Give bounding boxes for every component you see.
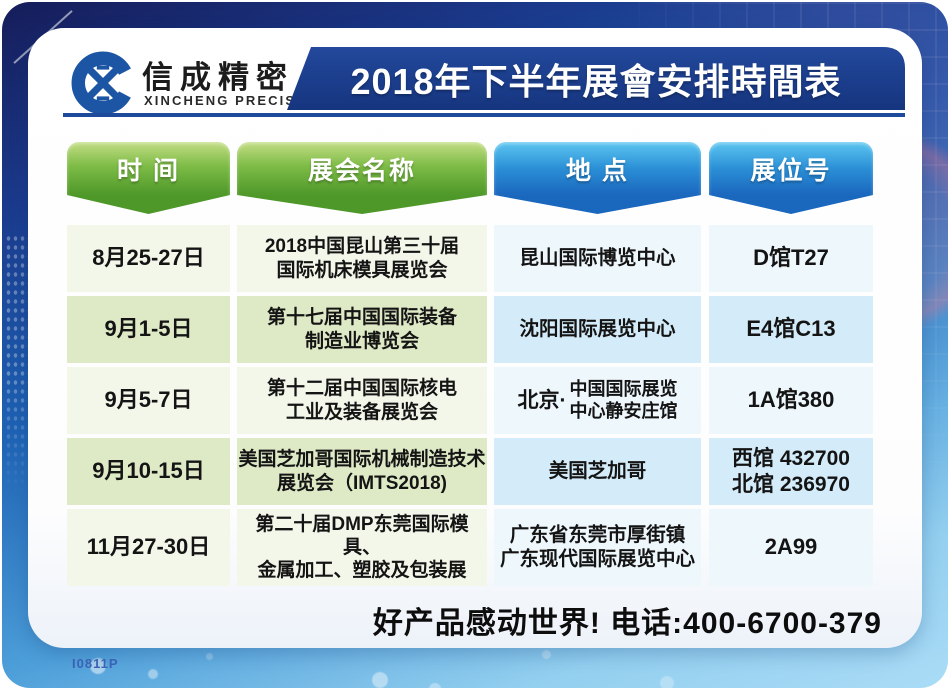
table-cell-time: 9月10-15日: [67, 438, 230, 505]
table-cell-booth: 西馆 432700 北馆 236970: [709, 438, 873, 505]
bokeh-circle: [372, 672, 388, 688]
column-header-label: 展会名称: [307, 156, 416, 185]
column-header-exhibition-name: 展会名称: [237, 142, 487, 214]
table-cell-location: 美国芝加哥: [494, 438, 701, 505]
title-banner: 2018年下半年展會安排時間表: [287, 47, 905, 110]
bokeh-circle: [206, 653, 213, 660]
table-cell-name: 2018中国昆山第三十届 国际机床模具展览会: [237, 225, 487, 292]
location-city: 北京·: [517, 388, 567, 412]
brand-name: 信成精密: [142, 60, 294, 95]
table-cell-name: 第十二届中国国际核电 工业及装备展览会: [237, 367, 487, 434]
slogan-and-phone: 好产品感动世界! 电话:400-6700-379: [372, 607, 882, 640]
table-cell-booth: 1A馆380: [709, 367, 873, 434]
location-venue: 中国国际展览 中心静安庄馆: [569, 378, 678, 421]
column-header-label: 时 间: [117, 156, 180, 185]
table-cell-time: 9月1-5日: [67, 296, 230, 363]
table-cell-location: 广东省东莞市厚街镇 广东现代国际展览中心: [494, 509, 701, 586]
brand-logo-icon: [71, 51, 135, 115]
table-cell-name: 美国芝加哥国际机械制造技术 展览会（IMTS2018): [237, 438, 487, 505]
column-header-time: 时 间: [67, 142, 230, 214]
bokeh-circle: [429, 683, 441, 688]
table-cell-booth: 2A99: [709, 509, 873, 586]
table-cell-location: 昆山国际博览中心: [494, 225, 701, 292]
column-header-booth: 展位号: [709, 142, 873, 214]
page-title: 2018年下半年展會安排時間表: [350, 60, 842, 102]
brand-subtitle: XINCHENG PRECISION: [144, 93, 326, 108]
table-cell-name: 第二十届DMP东莞国际模具、 金属加工、塑胶及包装展: [237, 509, 487, 586]
bokeh-circle: [660, 676, 674, 688]
column-header-label: 展位号: [750, 156, 832, 185]
bokeh-circle: [542, 650, 551, 659]
bokeh-circle: [90, 658, 106, 674]
bokeh-circle: [148, 669, 158, 679]
header-divider-line: [63, 113, 905, 117]
table-cell-location: 沈阳国际展览中心: [494, 296, 701, 363]
table-cell-time: 11月27-30日: [67, 509, 230, 586]
column-header-label: 地 点: [566, 156, 629, 185]
table-cell-name: 第十七届中国国际装备 制造业博览会: [237, 296, 487, 363]
table-cell-time: 9月5-7日: [67, 367, 230, 434]
table-cell-booth: E4馆C13: [709, 296, 873, 363]
table-cell-booth: D馆T27: [709, 225, 873, 292]
table-cell-location: 北京· 中国国际展览 中心静安庄馆: [494, 367, 701, 434]
plate-code: I0811P: [72, 656, 119, 671]
column-header-location: 地 点: [494, 142, 701, 214]
table-cell-time: 8月25-27日: [67, 225, 230, 292]
